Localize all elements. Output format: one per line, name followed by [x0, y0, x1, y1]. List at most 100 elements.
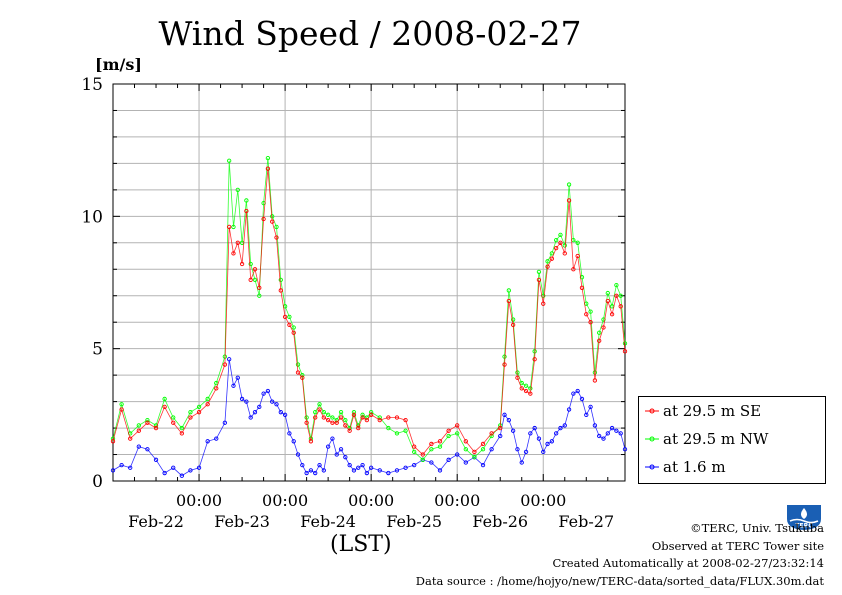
data-point — [330, 415, 335, 420]
data-point — [446, 428, 451, 433]
data-point — [231, 383, 236, 388]
data-point — [480, 447, 486, 452]
data-point — [429, 447, 434, 452]
data-point — [614, 282, 619, 288]
data-point — [566, 407, 572, 412]
data-point — [171, 415, 176, 420]
data-point — [291, 325, 296, 330]
data-point — [429, 460, 434, 465]
data-point — [386, 425, 391, 431]
data-point — [519, 386, 524, 391]
data-point — [196, 410, 202, 415]
data-point — [605, 431, 610, 436]
data-point — [231, 251, 236, 256]
data-point — [446, 433, 451, 439]
data-point — [214, 386, 219, 391]
data-point — [554, 238, 559, 243]
data-point — [519, 460, 524, 465]
data-point — [622, 447, 628, 452]
data-point — [584, 312, 589, 317]
data-point — [136, 444, 141, 449]
legend-entry-1-6m: at 1.6 m — [645, 457, 726, 477]
data-point — [597, 338, 602, 343]
data-point — [282, 314, 288, 320]
data-point — [554, 431, 559, 436]
data-point — [545, 441, 550, 447]
data-point — [584, 412, 589, 417]
data-point — [386, 415, 391, 420]
y-axis-unit-label: [m/s] — [95, 55, 142, 74]
data-point — [510, 428, 516, 433]
data-point — [579, 285, 585, 290]
data-point — [274, 224, 279, 230]
data-point — [463, 439, 468, 444]
data-point — [403, 428, 408, 433]
data-point — [506, 288, 511, 293]
data-point — [532, 357, 537, 362]
x-date-label: Feb-23 — [214, 512, 270, 531]
data-point — [622, 341, 628, 346]
data-point — [351, 412, 357, 417]
data-point — [257, 404, 262, 410]
data-point — [455, 423, 460, 428]
data-point — [248, 415, 253, 420]
data-point — [313, 415, 318, 420]
data-point — [523, 449, 529, 455]
data-point — [541, 301, 546, 306]
data-point — [588, 320, 593, 325]
data-point — [394, 468, 400, 473]
data-point — [528, 431, 533, 436]
terc-logo-icon: TERC — [787, 505, 821, 530]
data-point — [287, 322, 292, 327]
data-point — [313, 470, 318, 476]
data-point — [472, 455, 477, 460]
data-point — [257, 285, 262, 290]
data-point — [437, 444, 443, 449]
data-point — [321, 410, 326, 415]
data-point — [136, 423, 141, 428]
data-point — [622, 349, 628, 354]
data-point — [145, 417, 150, 423]
data-point — [356, 465, 361, 470]
data-point — [205, 396, 210, 402]
data-point — [562, 423, 567, 428]
data-point — [265, 388, 271, 394]
data-point — [558, 425, 563, 431]
x-time-label: 00:00 — [434, 491, 480, 510]
data-point — [605, 290, 610, 296]
data-point — [270, 399, 275, 404]
y-tick-label: 5 — [92, 340, 103, 360]
data-point — [313, 410, 318, 415]
legend-marker-1-6m-icon — [645, 464, 659, 470]
data-point — [536, 277, 542, 283]
data-point — [592, 378, 598, 383]
data-point — [128, 465, 133, 470]
data-point — [519, 380, 524, 386]
data-point — [528, 386, 533, 391]
data-point — [343, 423, 348, 428]
data-point — [274, 235, 279, 240]
data-point — [601, 436, 606, 441]
logo-text: TERC — [795, 523, 813, 530]
data-point — [566, 182, 572, 187]
data-point — [300, 375, 305, 380]
data-point — [386, 470, 391, 476]
data-point — [300, 462, 305, 468]
data-point — [235, 375, 240, 380]
axis-ticks — [112, 83, 625, 482]
data-point — [523, 383, 529, 388]
data-point — [394, 415, 400, 420]
data-point — [549, 256, 555, 261]
data-point — [575, 253, 580, 259]
data-point — [463, 460, 468, 465]
data-point — [588, 309, 593, 314]
data-point — [515, 375, 520, 380]
data-point — [498, 433, 503, 439]
data-point — [282, 412, 288, 417]
data-point — [347, 462, 352, 468]
data-point — [205, 439, 210, 444]
data-point — [575, 240, 580, 245]
data-point — [188, 410, 193, 415]
data-point — [222, 420, 228, 425]
data-point — [321, 468, 326, 473]
